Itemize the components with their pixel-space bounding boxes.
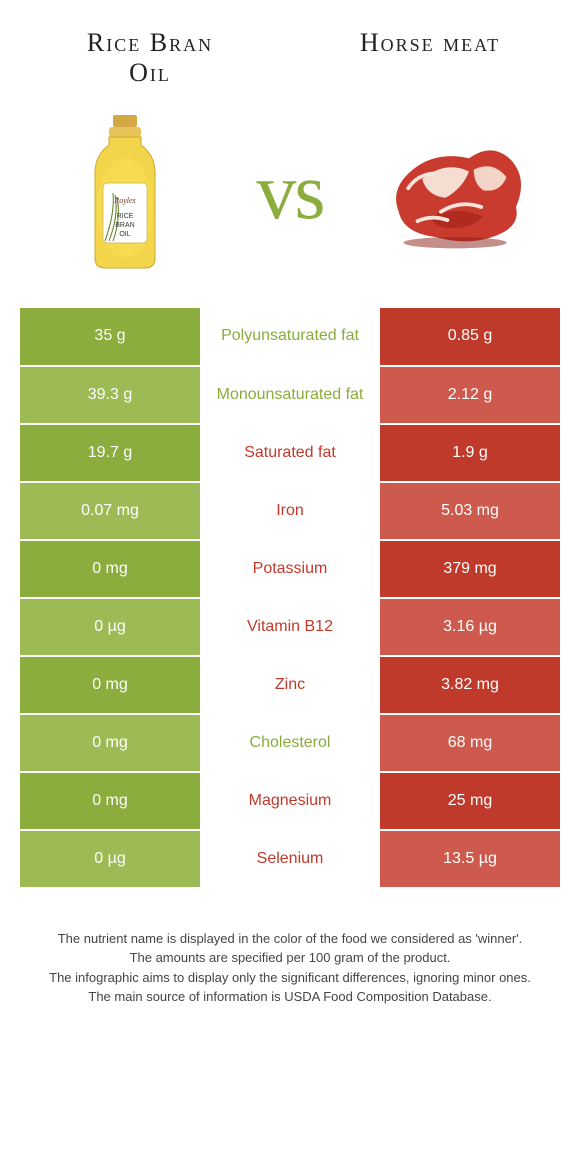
nutrient-name: Polyunsaturated fat <box>200 308 380 366</box>
footer-line: The main source of information is USDA F… <box>40 987 540 1007</box>
footer-line: The amounts are specified per 100 gram o… <box>40 948 540 968</box>
right-value: 379 mg <box>380 540 560 598</box>
right-value: 13.5 µg <box>380 830 560 888</box>
table-row: 19.7 gSaturated fat1.9 g <box>20 424 560 482</box>
vs-label: vs <box>256 147 323 238</box>
oil-bottle-icon: Royles RICE BRAN OIL <box>85 113 165 273</box>
table-row: 0.07 mgIron5.03 mg <box>20 482 560 540</box>
left-value: 35 g <box>20 308 200 366</box>
nutrient-name: Potassium <box>200 540 380 598</box>
footer-line: The nutrient name is displayed in the co… <box>40 929 540 949</box>
nutrient-name: Monounsaturated fat <box>200 366 380 424</box>
right-value: 5.03 mg <box>380 482 560 540</box>
svg-text:RICE: RICE <box>117 213 134 220</box>
hero-row: Royles RICE BRAN OIL vs <box>0 98 580 308</box>
svg-text:BRAN: BRAN <box>115 222 134 229</box>
right-title: Horse meat <box>320 28 540 88</box>
nutrient-name: Saturated fat <box>200 424 380 482</box>
table-row: 0 mgCholesterol68 mg <box>20 714 560 772</box>
right-value: 2.12 g <box>380 366 560 424</box>
nutrient-name: Selenium <box>200 830 380 888</box>
left-title: Rice BranOil <box>40 28 260 88</box>
left-value: 0 mg <box>20 540 200 598</box>
right-value: 68 mg <box>380 714 560 772</box>
left-value: 0.07 mg <box>20 482 200 540</box>
left-value: 0 µg <box>20 830 200 888</box>
svg-text:OIL: OIL <box>119 231 130 238</box>
right-value: 3.82 mg <box>380 656 560 714</box>
comparison-table: 35 gPolyunsaturated fat0.85 g39.3 gMonou… <box>20 308 560 889</box>
nutrient-name: Magnesium <box>200 772 380 830</box>
left-value: 0 mg <box>20 772 200 830</box>
left-value: 0 mg <box>20 656 200 714</box>
table-row: 39.3 gMonounsaturated fat2.12 g <box>20 366 560 424</box>
nutrient-name: Cholesterol <box>200 714 380 772</box>
table-row: 0 µgVitamin B123.16 µg <box>20 598 560 656</box>
right-value: 25 mg <box>380 772 560 830</box>
right-value: 1.9 g <box>380 424 560 482</box>
nutrient-name: Vitamin B12 <box>200 598 380 656</box>
table-row: 0 mgMagnesium25 mg <box>20 772 560 830</box>
right-value: 0.85 g <box>380 308 560 366</box>
title-row: Rice BranOil Horse meat <box>0 0 580 98</box>
table-row: 35 gPolyunsaturated fat0.85 g <box>20 308 560 366</box>
left-value: 39.3 g <box>20 366 200 424</box>
table-row: 0 mgZinc3.82 mg <box>20 656 560 714</box>
table-row: 0 µgSelenium13.5 µg <box>20 830 560 888</box>
nutrient-name: Iron <box>200 482 380 540</box>
comparison-tbody: 35 gPolyunsaturated fat0.85 g39.3 gMonou… <box>20 308 560 888</box>
right-image <box>380 128 530 258</box>
nutrient-name: Zinc <box>200 656 380 714</box>
left-value: 19.7 g <box>20 424 200 482</box>
footer-line: The infographic aims to display only the… <box>40 968 540 988</box>
footer-notes: The nutrient name is displayed in the co… <box>40 929 540 1007</box>
left-image: Royles RICE BRAN OIL <box>50 113 200 273</box>
right-value: 3.16 µg <box>380 598 560 656</box>
left-value: 0 mg <box>20 714 200 772</box>
meat-icon <box>380 128 530 258</box>
table-row: 0 mgPotassium379 mg <box>20 540 560 598</box>
left-value: 0 µg <box>20 598 200 656</box>
